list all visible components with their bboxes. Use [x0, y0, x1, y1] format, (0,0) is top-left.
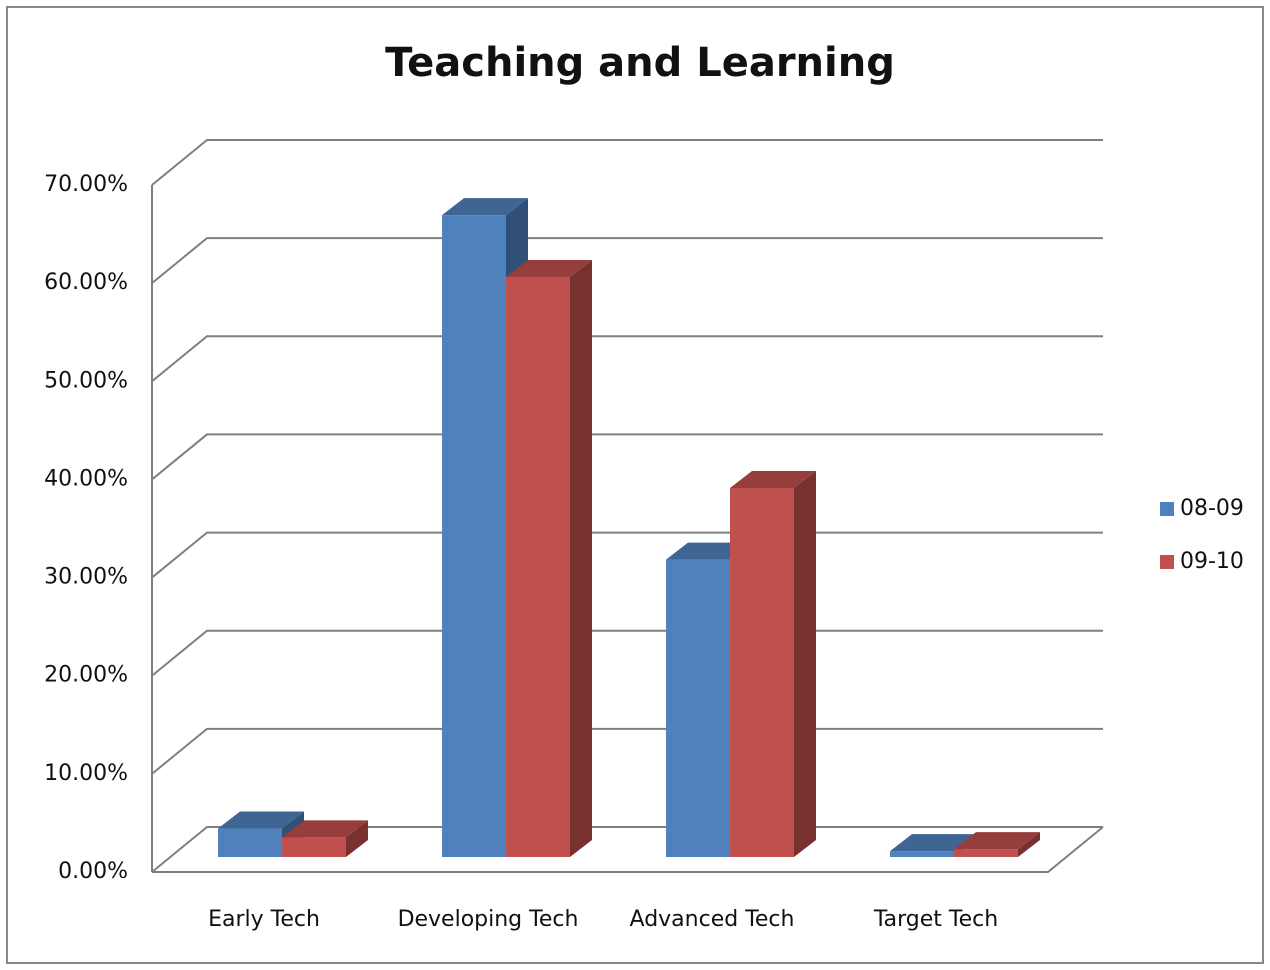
y-tick-label: 30.00%: [44, 565, 128, 590]
x-tick-label: Developing Tech: [398, 907, 579, 932]
y-tick-label: 20.00%: [44, 663, 128, 688]
grid-line: [151, 433, 1103, 481]
bar-side: [570, 259, 592, 857]
chart-frame: [6, 6, 1264, 964]
floor: [152, 826, 1104, 873]
bar-front: [954, 849, 1018, 857]
y-tick-label: 0.00%: [58, 859, 128, 884]
x-tick-label: Early Tech: [208, 907, 320, 932]
bar-side: [1018, 832, 1040, 857]
grid-line: [151, 139, 1103, 186]
y-tick-label: 50.00%: [44, 368, 128, 393]
legend-swatch: [1160, 555, 1174, 569]
bar-side: [346, 820, 368, 857]
x-tick-label: Target Tech: [873, 907, 998, 932]
bar-front: [666, 559, 730, 857]
bar: [954, 832, 1040, 857]
grid-line: [151, 237, 1103, 284]
bar-front: [730, 487, 794, 857]
legend-label: 08-09: [1180, 496, 1244, 521]
legend-swatch: [1160, 502, 1174, 516]
bar-front: [890, 851, 954, 857]
grid-line: [151, 335, 1103, 383]
bar-top: [282, 820, 368, 838]
bar-top: [506, 259, 592, 277]
y-tick-label: 10.00%: [44, 761, 128, 786]
chart-title: Teaching and Learning: [385, 40, 895, 86]
bar-top: [890, 834, 976, 852]
bar-front: [218, 828, 282, 857]
legend-label: 09-10: [1180, 549, 1244, 574]
y-tick-label: 70.00%: [44, 172, 128, 197]
bar-side: [794, 470, 816, 857]
bar-top: [218, 811, 304, 829]
bar: [282, 820, 368, 857]
bar-front: [506, 276, 570, 857]
x-tick-label: Advanced Tech: [630, 907, 795, 932]
y-tick-label: 60.00%: [44, 270, 128, 295]
bar-top: [730, 470, 816, 488]
bar: [506, 259, 592, 857]
bar: [730, 470, 816, 857]
bar-top: [442, 198, 528, 216]
bar: [218, 811, 304, 857]
bar-front: [282, 837, 346, 857]
bar-top: [954, 832, 1040, 850]
y-tick-label: 40.00%: [44, 466, 128, 491]
bar-front: [442, 215, 506, 857]
